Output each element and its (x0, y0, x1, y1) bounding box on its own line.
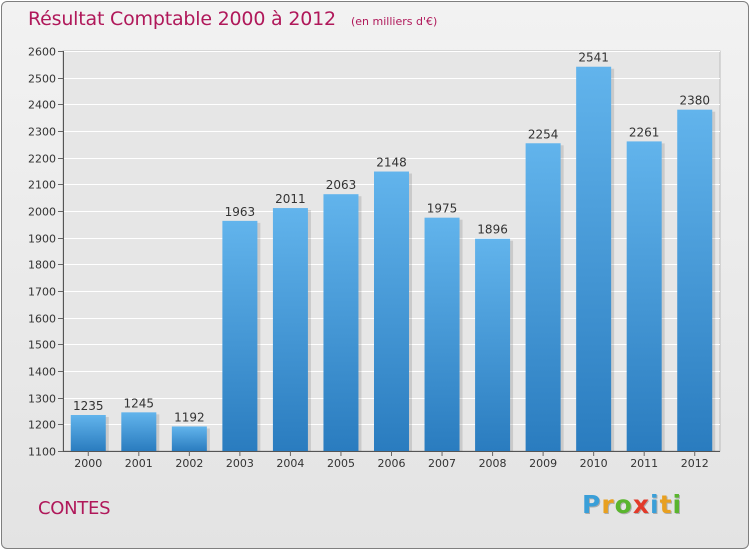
y-tick-label: 2600 (28, 46, 56, 59)
proxiti-logo: Proxiti (582, 490, 682, 519)
x-tick-label: 2009 (529, 457, 557, 470)
bar-value-label: 1963 (225, 205, 256, 219)
bar-value-label: 1192 (174, 410, 205, 424)
y-tick-label: 2300 (28, 126, 56, 139)
y-tick-label: 2200 (28, 153, 56, 166)
y-tick-label: 1200 (28, 419, 56, 432)
logo-letter: t (659, 490, 673, 519)
y-tick-label: 2400 (28, 99, 56, 112)
bar-value-label: 2541 (578, 51, 609, 65)
logo-letter: i (650, 490, 660, 519)
bar-2006 (374, 171, 409, 452)
bar-value-label: 2380 (679, 94, 710, 108)
x-tick-label: 2004 (276, 457, 304, 470)
bar-value-label: 1896 (477, 223, 508, 237)
y-tick-label: 1100 (28, 446, 56, 459)
bar-2003 (222, 220, 258, 451)
x-tick-label: 2003 (226, 457, 254, 470)
bar-value-label: 1235 (73, 399, 104, 413)
x-tick-label: 2007 (428, 457, 456, 470)
bar-value-label: 1975 (427, 202, 458, 216)
logo-letter: P (582, 490, 602, 519)
x-tick-label: 2001 (125, 457, 153, 470)
x-tick-label: 2000 (74, 457, 102, 470)
bar-value-label: 2261 (629, 125, 660, 139)
place-name: CONTES (38, 498, 111, 519)
y-tick-label: 1300 (28, 393, 56, 406)
y-tick-label: 1600 (28, 313, 56, 326)
bar-2011 (626, 141, 662, 451)
bar-2009 (525, 143, 561, 451)
bar-value-label: 2148 (376, 156, 407, 170)
logo-letter: o (614, 490, 633, 519)
logo-letter: r (601, 490, 615, 519)
chart-title: Résultat Comptable 2000 à 2012 (28, 8, 336, 30)
y-tick-label: 1500 (28, 339, 56, 352)
bar-2012 (677, 109, 713, 452)
x-tick-label: 2011 (630, 457, 658, 470)
bar-value-label: 2254 (528, 127, 559, 141)
x-tick-label: 2006 (378, 457, 406, 470)
bar-2004 (272, 208, 308, 451)
y-tick-label: 1800 (28, 259, 56, 272)
chart-header: Résultat Comptable 2000 à 2012 (en milli… (28, 8, 437, 30)
y-tick-label: 1900 (28, 233, 56, 246)
bar-2008 (475, 238, 511, 451)
logo-letter: x (632, 490, 650, 519)
x-tick-label: 2010 (580, 457, 608, 470)
bar-value-label: 2063 (326, 178, 357, 192)
x-tick-label: 2005 (327, 457, 355, 470)
bar-2010 (576, 66, 612, 451)
x-tick-label: 2002 (175, 457, 203, 470)
y-tick-label: 1700 (28, 286, 56, 299)
logo-letter: i (672, 490, 683, 519)
x-tick-label: 2012 (681, 457, 709, 470)
y-tick-label: 2100 (28, 179, 56, 192)
bar-2007 (424, 217, 460, 451)
bar-2000 (70, 415, 106, 451)
bar-value-label: 1245 (124, 396, 155, 410)
bar-2005 (323, 194, 359, 451)
chart-subtitle: (en milliers d'€) (350, 15, 438, 28)
y-tick-label: 2500 (28, 73, 56, 86)
y-tick-label: 2000 (28, 206, 56, 219)
x-tick-label: 2008 (479, 457, 507, 470)
bar-value-label: 2011 (275, 192, 306, 206)
bar-2002 (171, 426, 207, 451)
y-tick-label: 1400 (28, 366, 56, 379)
bar-2001 (121, 412, 157, 451)
